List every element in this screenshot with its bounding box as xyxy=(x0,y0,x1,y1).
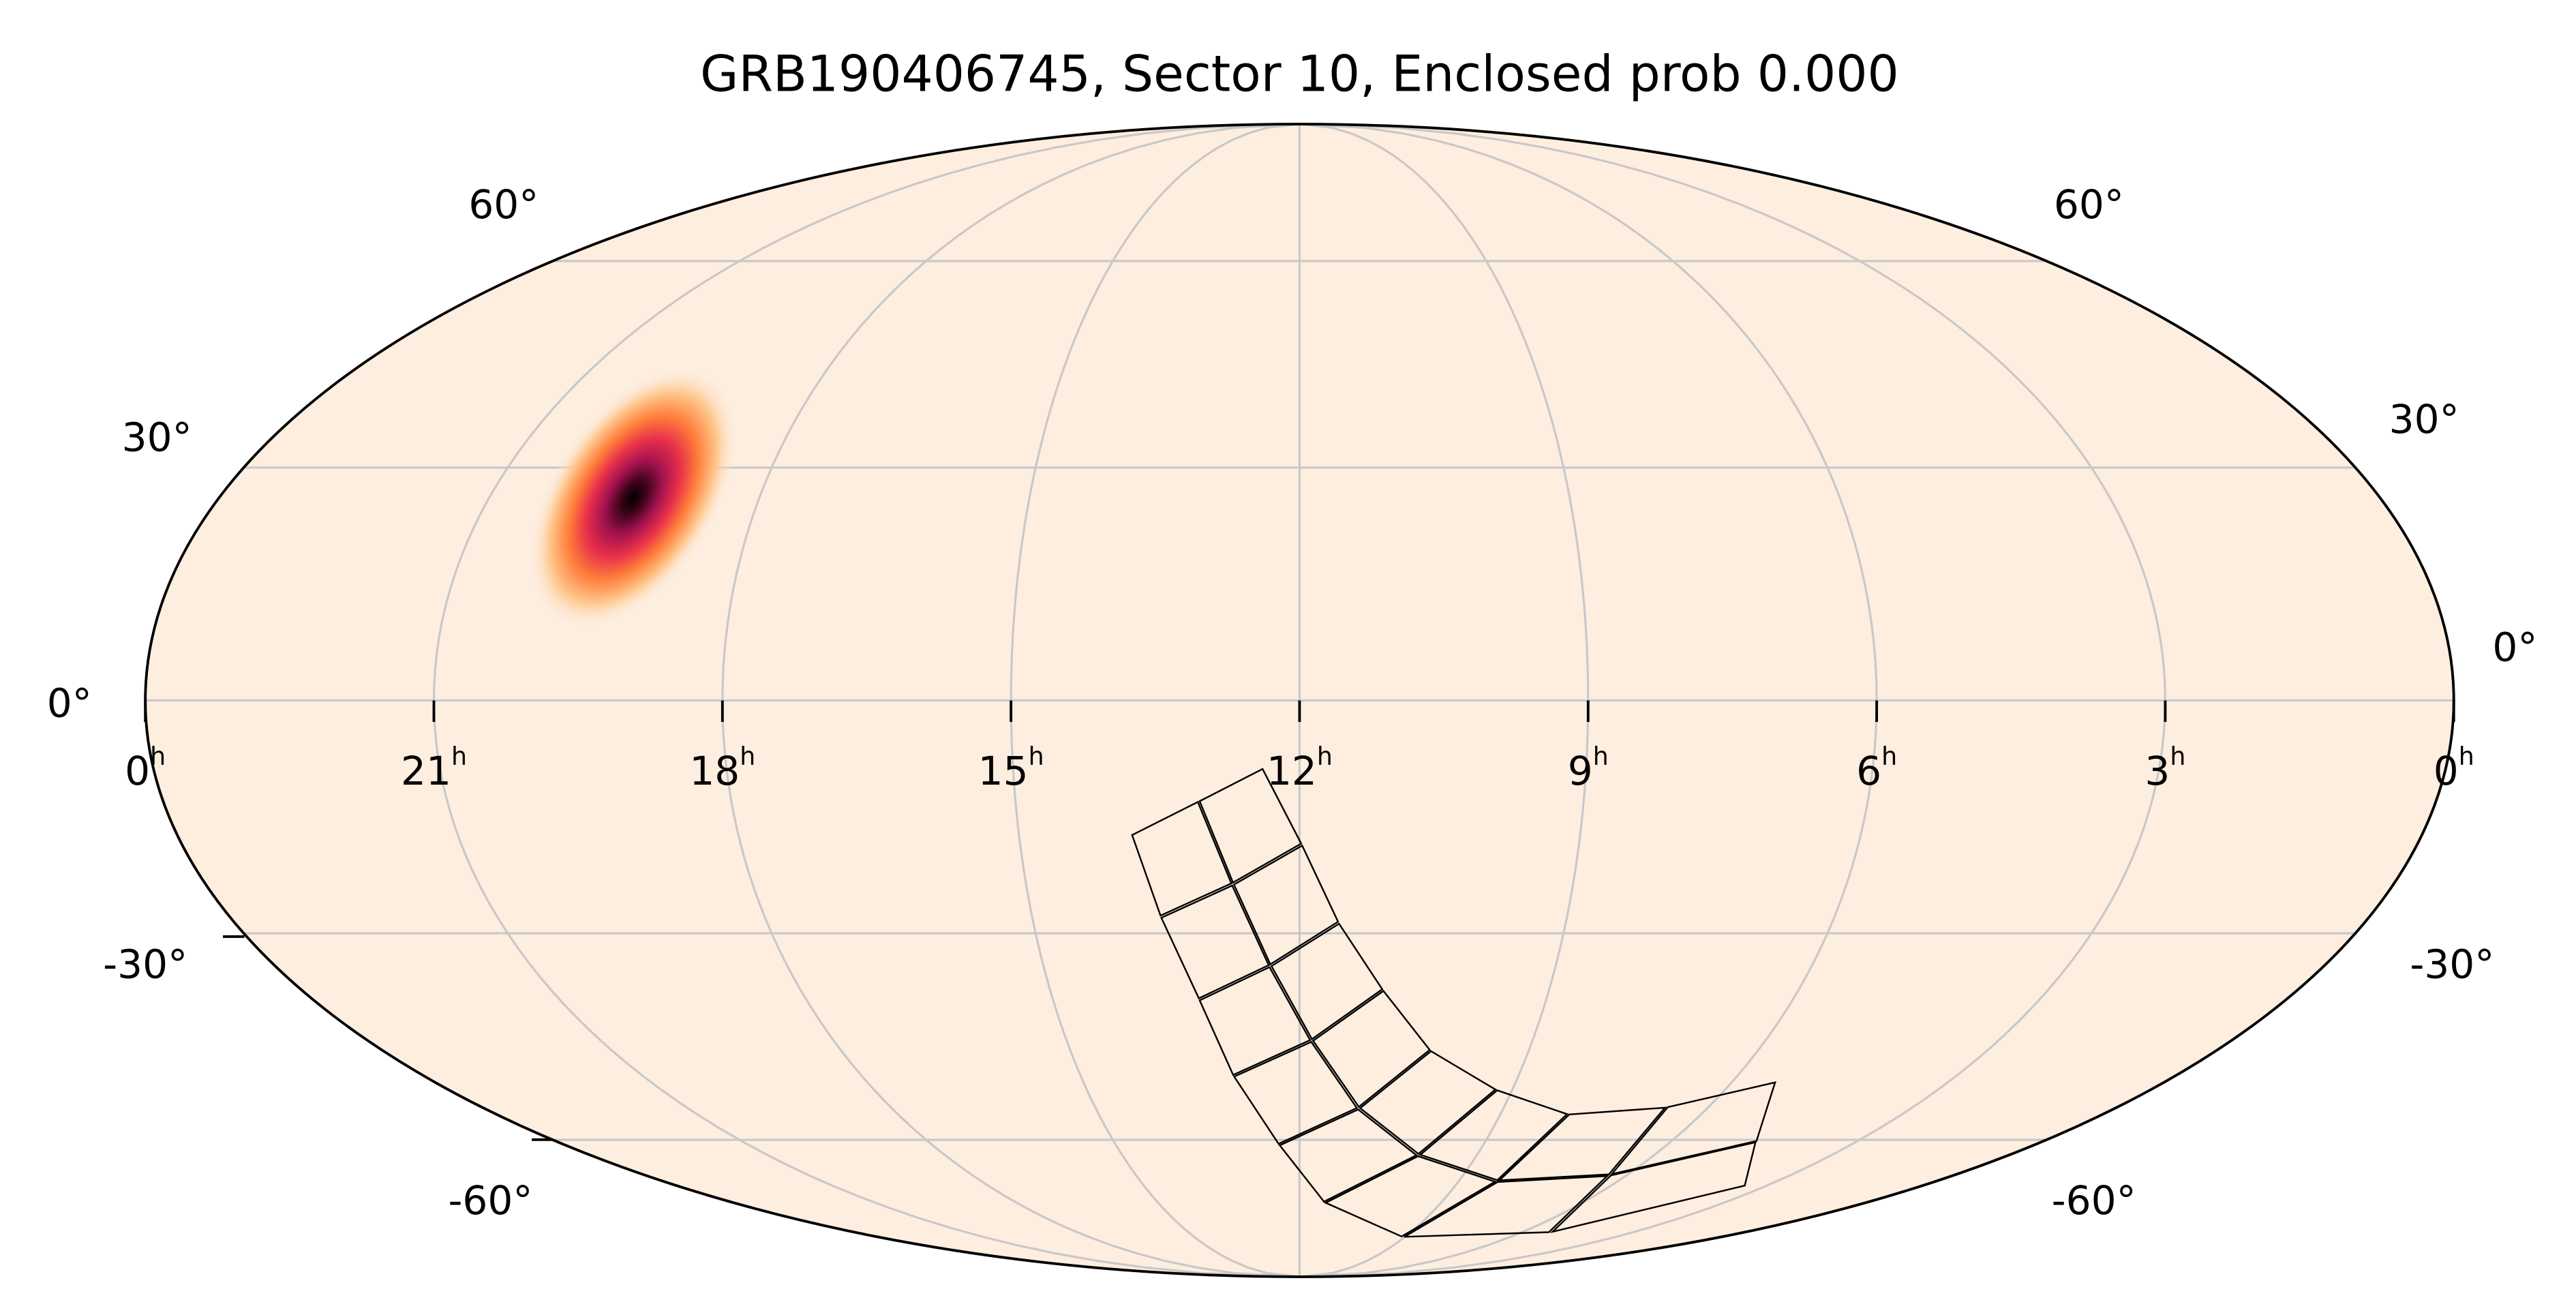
ra-tick-value: 0 xyxy=(125,748,150,794)
ra-tick-value: 6 xyxy=(1856,748,1881,794)
ra-tick-unit: h xyxy=(2170,742,2185,771)
ra-tick-unit: h xyxy=(740,742,755,771)
ra-tick-label: 15h xyxy=(978,742,1044,794)
ra-tick-label: 6h xyxy=(1856,742,1897,794)
ccd-footprint xyxy=(1198,768,1303,884)
ra-tick-unit: h xyxy=(2459,742,2474,771)
ccd-footprint xyxy=(1404,1175,1609,1238)
ra-tick-label: 0h xyxy=(125,742,166,794)
localization-blob xyxy=(529,367,738,629)
chart-title: GRB190406745, Sector 10, Enclosed prob 0… xyxy=(700,46,1899,104)
ccd-footprint xyxy=(1232,1040,1359,1145)
ra-tick-unit: h xyxy=(1029,742,1044,771)
ccd-footprint xyxy=(1549,1141,1757,1233)
ccd-footprint xyxy=(1312,989,1431,1108)
ra-tick-label: 9h xyxy=(1568,742,1609,794)
sky-boundary xyxy=(144,123,2455,1278)
dec-tick-label: 30° xyxy=(122,414,192,461)
ccd-footprint xyxy=(1497,1106,1667,1181)
dec-tick-label: 30° xyxy=(2389,396,2459,442)
ccd-footprint xyxy=(1270,922,1384,1041)
ra-tick-value: 15 xyxy=(978,748,1029,794)
ra-tick-unit: h xyxy=(1317,742,1333,771)
ra-tick-value: 0 xyxy=(2434,748,2459,794)
ra-tick-value: 18 xyxy=(689,748,740,794)
ra-tick-value: 12 xyxy=(1267,748,1317,794)
ccd-footprint xyxy=(1359,1050,1497,1155)
ra-tick-label: 21h xyxy=(401,742,467,794)
ra-tick-label: 0h xyxy=(2434,742,2474,794)
ccd-footprint xyxy=(1131,800,1232,917)
dec-tick-label: 0° xyxy=(2492,624,2537,670)
ccd-footprint xyxy=(1198,966,1312,1076)
tess-footprint xyxy=(1131,768,1776,1238)
dec-tick-label: -60° xyxy=(2052,1177,2136,1224)
dec-tick-label: 60° xyxy=(468,181,539,228)
ccd-footprint xyxy=(1160,884,1270,1000)
ra-tick-label: 18h xyxy=(689,742,755,794)
ccd-footprint xyxy=(1419,1089,1569,1181)
ccd-footprint xyxy=(1278,1108,1419,1203)
ra-tick-value: 21 xyxy=(401,748,451,794)
ccd-footprint xyxy=(1232,844,1339,966)
ccd-footprint xyxy=(1609,1081,1776,1176)
ccd-footprint xyxy=(1323,1155,1498,1238)
dec-tick-label: -30° xyxy=(103,941,187,987)
ra-tick-value: 9 xyxy=(1568,748,1593,794)
ra-tick-unit: h xyxy=(150,742,166,771)
ra-tick-unit: h xyxy=(1881,742,1897,771)
dec-tick-label: -60° xyxy=(448,1177,532,1224)
dec-tick-label: 0° xyxy=(47,680,92,727)
ra-tick-unit: h xyxy=(451,742,467,771)
ra-tick-label: 12h xyxy=(1267,742,1333,794)
ra-tick-value: 3 xyxy=(2145,748,2170,794)
dec-tick-label: 60° xyxy=(2054,181,2124,228)
ra-tick-label: 3h xyxy=(2145,742,2185,794)
ra-tick-unit: h xyxy=(1593,742,1609,771)
dec-tick-label: -30° xyxy=(2410,941,2494,987)
